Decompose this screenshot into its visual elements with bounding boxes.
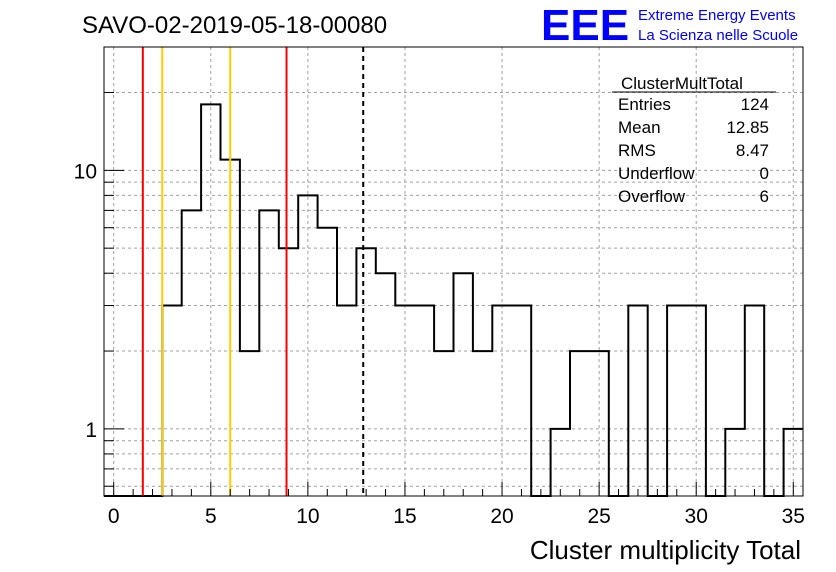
plot-frame: [103, 46, 804, 497]
stats-value-underflow: 0: [760, 164, 769, 183]
histogram-bin: [240, 351, 259, 496]
histogram-bin: [318, 228, 337, 496]
x-tick-label: 0: [108, 505, 120, 528]
logo-line-1: Extreme Energy Events: [638, 7, 796, 24]
stats-label-rms: RMS: [618, 141, 656, 160]
y-tick-label: 1: [85, 419, 97, 442]
stats-label-overflow: Overflow: [618, 187, 686, 206]
stats-value-entries: 124: [741, 95, 769, 114]
axes: 0 5 10 15 20 25 30 35 1 10: [74, 92, 805, 528]
histogram-bin: [628, 306, 647, 496]
histogram-bin: [162, 306, 181, 496]
histogram-bin: [279, 248, 298, 496]
x-tick-label: 15: [393, 505, 416, 528]
eee-logo-mark: EEE: [541, 1, 629, 50]
x-tick-label: 30: [685, 505, 708, 528]
eee-logo: EEE Extreme Energy Events La Scienza nel…: [541, 1, 798, 50]
x-tick-label: 5: [205, 505, 217, 528]
histogram-bin: [259, 210, 278, 496]
stats-value-overflow: 6: [760, 187, 769, 206]
y-tick-label: 10: [74, 160, 97, 183]
grid: [104, 47, 803, 496]
x-tick-label: 25: [587, 505, 610, 528]
histogram-bin: [454, 273, 473, 496]
histogram-bin: [415, 306, 434, 496]
stats-value-rms: 8.47: [736, 141, 769, 160]
histogram-bin: [745, 306, 764, 496]
stats-label-mean: Mean: [618, 118, 661, 137]
logo-line-2: La Scienza nelle Scuole: [638, 27, 798, 44]
histogram-bin: [570, 351, 589, 496]
x-axis-label: Cluster multiplicity Total: [530, 535, 801, 565]
x-tick-label: 10: [296, 505, 319, 528]
x-tick-label: 35: [782, 505, 805, 528]
stats-box: ClusterMultTotal Entries 124 Mean 12.85 …: [612, 74, 776, 206]
histogram-outline: [104, 103, 803, 497]
histogram: [104, 103, 803, 497]
histogram-bin: [667, 306, 686, 496]
stats-label-underflow: Underflow: [618, 164, 695, 183]
histogram-bin: [337, 306, 356, 496]
histogram-bin: [434, 351, 453, 496]
histogram-bin: [376, 273, 395, 496]
stats-title: ClusterMultTotal: [621, 74, 743, 93]
stats-value-mean: 12.85: [726, 118, 769, 137]
histogram-bin: [512, 306, 531, 496]
stats-label-entries: Entries: [618, 95, 671, 114]
marker-lines: [141, 47, 365, 496]
histogram-bin: [473, 351, 492, 496]
x-tick-label: 20: [490, 505, 513, 528]
histogram-bin: [356, 248, 375, 496]
histogram-bin: [182, 210, 201, 496]
chart-title: SAVO-02-2019-05-18-00080: [82, 12, 387, 39]
